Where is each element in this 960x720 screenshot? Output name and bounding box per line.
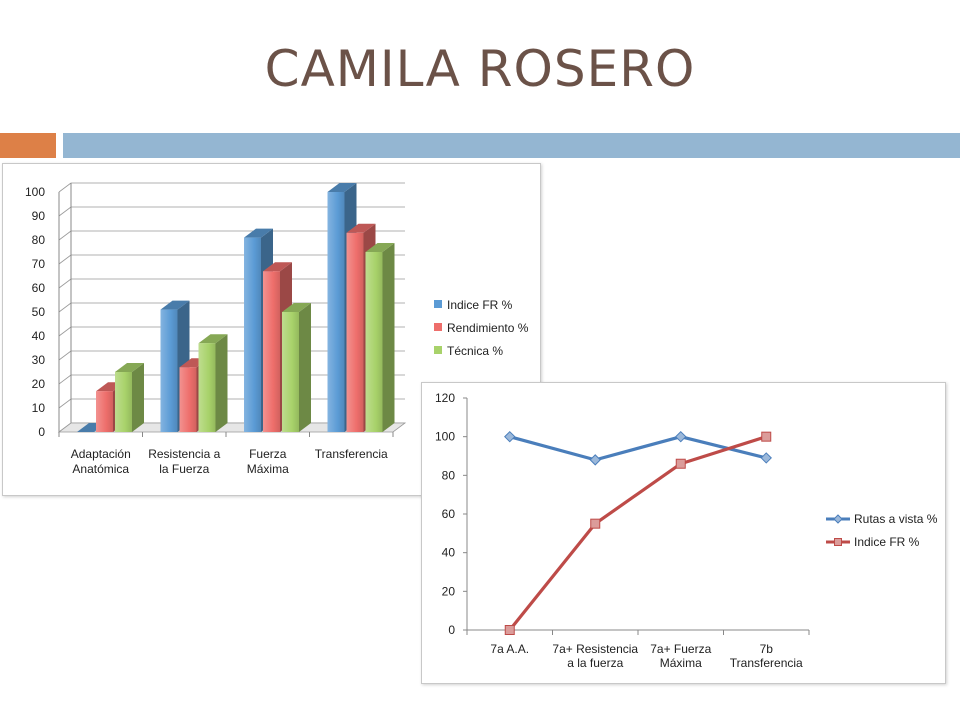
bar: [198, 343, 216, 432]
x-category-label: Transferencia: [315, 447, 388, 461]
legend-label: Indice FR %: [447, 298, 513, 312]
bar-3d: [282, 303, 311, 432]
bar-top: [115, 363, 144, 372]
y-tick-label: 60: [32, 281, 46, 295]
bar-top: [327, 183, 357, 192]
series-line: [509, 435, 767, 462]
bar-side: [382, 243, 395, 432]
grid-diagonal: [58, 278, 72, 289]
y-tick-label: 70: [32, 257, 46, 271]
bar-chart-panel: 0 10 20 30 40 50 60 70 80 90 100 Adaptación Anatómic…: [2, 163, 541, 496]
legend-label: Indice FR %: [854, 535, 920, 549]
bar-side: [215, 334, 228, 432]
bar: [96, 391, 113, 432]
x-category-label: Fuerza: [249, 447, 287, 461]
bar-top: [282, 303, 311, 312]
grid-diagonal: [58, 254, 72, 265]
bar: [115, 372, 132, 432]
y-tick-label: 120: [435, 391, 455, 405]
x-category-label: 7a+ Fuerza: [650, 642, 711, 656]
legend-label: Rendimiento %: [447, 321, 529, 335]
bar: [346, 232, 364, 432]
x-category-label: 7b: [760, 642, 774, 656]
chart-floor: [57, 422, 407, 433]
x-category-label: Máxima: [660, 656, 702, 670]
legend-swatch: [434, 323, 442, 331]
bar-top: [346, 223, 376, 233]
grid-diagonal: [58, 326, 72, 337]
y-tick-label: 0: [38, 425, 45, 439]
bar: [179, 367, 197, 432]
y-tick-label: 30: [32, 353, 46, 367]
bar-3d: [198, 334, 228, 432]
bar-top: [263, 262, 292, 272]
legend-label: Técnica %: [447, 344, 503, 358]
legend-label: Rutas a vista %: [854, 512, 938, 526]
y-tick-label: 60: [442, 507, 456, 521]
data-point-diamond: [675, 430, 687, 443]
grid-diagonal: [58, 398, 72, 409]
line-chart-panel: 0 20 40 60 80 100 120 7a A.A. 7a+ Resistencia a l…: [421, 382, 946, 684]
y-tick-label: 40: [32, 329, 46, 343]
y-tick-label: 0: [448, 623, 455, 637]
bar: [282, 312, 299, 432]
x-category-label: Anatómica: [72, 462, 129, 476]
x-category-label: Máxima: [247, 462, 289, 476]
accent-bar-orange: [0, 133, 56, 158]
grid-diagonal: [58, 182, 72, 193]
data-point-square: [761, 431, 772, 442]
bar-side: [299, 303, 311, 432]
grid-diagonal: [58, 350, 72, 361]
x-category-label: 7a+ Resistencia: [552, 642, 638, 656]
x-category-label: Adaptación: [71, 447, 131, 461]
grid-diagonal: [58, 302, 72, 313]
bar: [160, 309, 178, 432]
data-point-square: [675, 458, 686, 469]
legend-swatch: [434, 346, 442, 354]
x-category-label: Transferencia: [730, 656, 803, 670]
y-tick-label: 100: [435, 430, 455, 444]
y-tick-label: 20: [32, 377, 46, 391]
bar: [365, 252, 383, 432]
y-tick-label: 80: [442, 468, 456, 482]
x-category-label: 7a A.A.: [490, 642, 529, 656]
bar: [327, 192, 345, 432]
bar: [244, 237, 261, 432]
x-category-label: a la fuerza: [567, 656, 623, 670]
data-point-diamond: [504, 430, 516, 443]
y-tick-label: 40: [442, 546, 456, 560]
bar-chart: 0 10 20 30 40 50 60 70 80 90 100 AdaptaciónAnatómic…: [25, 182, 529, 476]
bar-top: [160, 300, 190, 310]
bar-side: [132, 363, 144, 432]
bar-top: [244, 228, 273, 238]
y-tick-label: 20: [442, 584, 456, 598]
bar-3d: [365, 243, 395, 432]
y-tick-label: 10: [32, 401, 46, 415]
grid-diagonal: [58, 374, 72, 385]
y-tick-label: 100: [25, 185, 45, 199]
x-category-label: Resistencia a: [148, 447, 220, 461]
series-line: [508, 435, 767, 632]
data-point-diamond: [589, 454, 601, 466]
legend-marker: [833, 514, 843, 524]
bar-top: [198, 334, 228, 344]
bar-top: [365, 243, 395, 252]
bar-3d: [115, 363, 144, 432]
grid-diagonal: [58, 230, 72, 241]
x-category-label: la Fuerza: [159, 462, 209, 476]
data-point-square: [590, 518, 601, 529]
data-point-square: [504, 625, 515, 635]
y-tick-label: 50: [32, 305, 46, 319]
y-tick-label: 80: [32, 233, 46, 247]
data-point-diamond: [760, 452, 772, 464]
slide-title: CAMILA ROSERO: [264, 40, 696, 98]
bar: [263, 271, 280, 432]
legend-swatch: [434, 300, 442, 308]
accent-bar-blue: [63, 133, 960, 158]
legend-marker: [834, 538, 842, 546]
grid-diagonal: [58, 206, 72, 217]
y-tick-label: 90: [32, 209, 46, 223]
